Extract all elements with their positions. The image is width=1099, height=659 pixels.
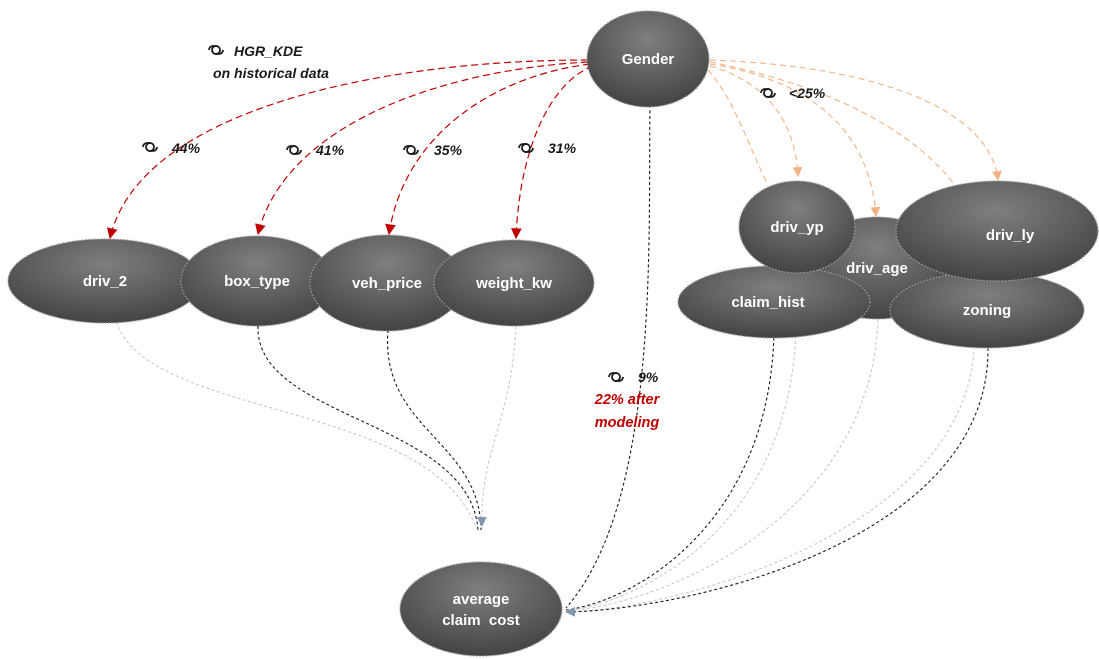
edge-gender-driv_2 [106,59,589,240]
link-icon [286,145,302,155]
edge-claim_hist-target [565,331,775,611]
method-annotation: HGR_KDE on historical data [208,43,329,81]
edge-gender-veh_price [385,63,591,236]
link-icon [518,143,534,153]
percent-label-veh_price: 35% [434,142,463,158]
percent-label-right-group: <25% [789,85,826,101]
percent-veh_price: 35% [403,142,463,158]
percent-label-driv_2: 44% [171,140,201,156]
edge-gender-zoning [709,61,956,186]
node-weight_kw: weight_kw [433,239,595,327]
edge-veh_price-target [387,329,482,531]
node-driv_2: driv_2 [7,238,203,324]
edge-driv_age-target [565,319,879,612]
after-modeling-line1: 22% after [594,392,661,408]
method-label: HGR_KDE [234,43,303,59]
node-label-box_type: box_type [224,273,290,290]
edge-driv_ly-target [565,351,975,613]
node-label-driv_yp: driv_yp [770,219,823,236]
node-label-driv_age: driv_age [846,260,908,277]
edge-gender-driv_age [709,63,881,217]
link-icon [760,88,776,98]
edge-zoning-target [565,347,989,617]
method-sublabel: on historical data [213,65,329,81]
percent-direct: 9% 22% after modeling [594,369,661,431]
link-icon [608,372,624,382]
edge-gender-driv_yp [709,65,803,177]
node-driv_yp: driv_yp [738,180,856,274]
node-label-veh_price: veh_price [352,275,422,292]
edges-strong [106,59,594,240]
percent-right-group: <25% [760,85,826,101]
node-veh_price: veh_price [309,234,465,332]
link-icon [403,145,419,155]
node-label-gender: Gender [622,51,675,68]
edge-driv_2-target [115,321,477,529]
node-claim_hist: claim_hist [677,265,871,339]
edges-model [115,104,989,617]
edge-driv_yp-target [565,329,797,612]
edge-gender-driv_ly [709,59,1002,181]
node-label-driv_2: driv_2 [83,273,127,290]
node-driv_ly: driv_ly [895,180,1099,282]
after-modeling-line2: modeling [595,415,660,431]
node-label-target-line1: average [453,591,510,608]
link-icon [208,45,224,55]
node-label-weight_kw: weight_kw [475,275,552,292]
edge-box_type-target [257,325,479,531]
percent-driv_2: 44% [142,140,201,156]
edge-gender-claim_hist [707,69,769,186]
node-label-driv_ly: driv_ly [986,227,1035,244]
node-gender: Gender [586,10,710,108]
link-icon [142,142,158,152]
edge-gender-box_type [255,61,589,236]
edge-weight_kw-target [476,325,517,527]
node-label-target-line2: claim cost [442,612,520,629]
percent-label-weight_kw: 31% [548,140,577,156]
node-label-claim_hist: claim_hist [731,294,804,311]
percent-weight_kw: 31% [518,140,577,156]
edge-gender-target [565,104,651,609]
edge-gender-weight_kw [511,65,594,240]
edges-weak [707,59,1002,217]
percent-label-box_type: 41% [315,142,345,158]
percent-label-direct: 9% [638,369,659,385]
node-average-claim-cost: average claim cost [399,561,563,657]
percent-box_type: 41% [286,142,345,158]
node-zoning: zoning [889,271,1085,349]
node-label-zoning: zoning [963,302,1011,319]
